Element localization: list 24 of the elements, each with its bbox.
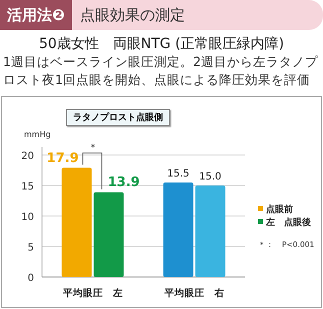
bar: [195, 186, 226, 277]
y-tick-label: 5: [28, 242, 34, 254]
data-label: 17.9: [46, 150, 79, 166]
y-tick-label: 20: [21, 151, 34, 162]
data-label: 13.9: [108, 175, 140, 190]
legend-label: 左 点眼後: [265, 217, 312, 228]
x-tick-label: 平均眼圧 左: [62, 287, 123, 299]
y-axis-title: mmHg: [24, 130, 51, 139]
bar: [62, 168, 92, 277]
y-tick-label: 15: [21, 182, 34, 192]
text: ラタノプロスト点眼側: [66, 109, 170, 126]
bar: [94, 192, 124, 277]
legend-label: 点眼前: [266, 204, 293, 215]
text: ＊: [88, 143, 98, 153]
y-tick-label: 10: [21, 212, 34, 223]
y-tick-label: 0: [28, 273, 34, 284]
data-label: 15.5: [167, 168, 190, 180]
text: 活用法❷: [0, 0, 72, 30]
chart-subtitle: 50歳女性 両眼NTG (正常眼圧緑内障): [38, 35, 286, 53]
chart-title: 点眼効果の測定: [80, 5, 185, 26]
data-label: 15.0: [199, 172, 222, 182]
text: 1週目はベースライン眼圧測定。2週目から左ラタノプロスト夜1回点眼を開始、点眼による降圧効果を評価: [3, 53, 320, 89]
bar: [163, 182, 194, 277]
x-tick-label: 平均眼圧 右: [163, 287, 224, 299]
